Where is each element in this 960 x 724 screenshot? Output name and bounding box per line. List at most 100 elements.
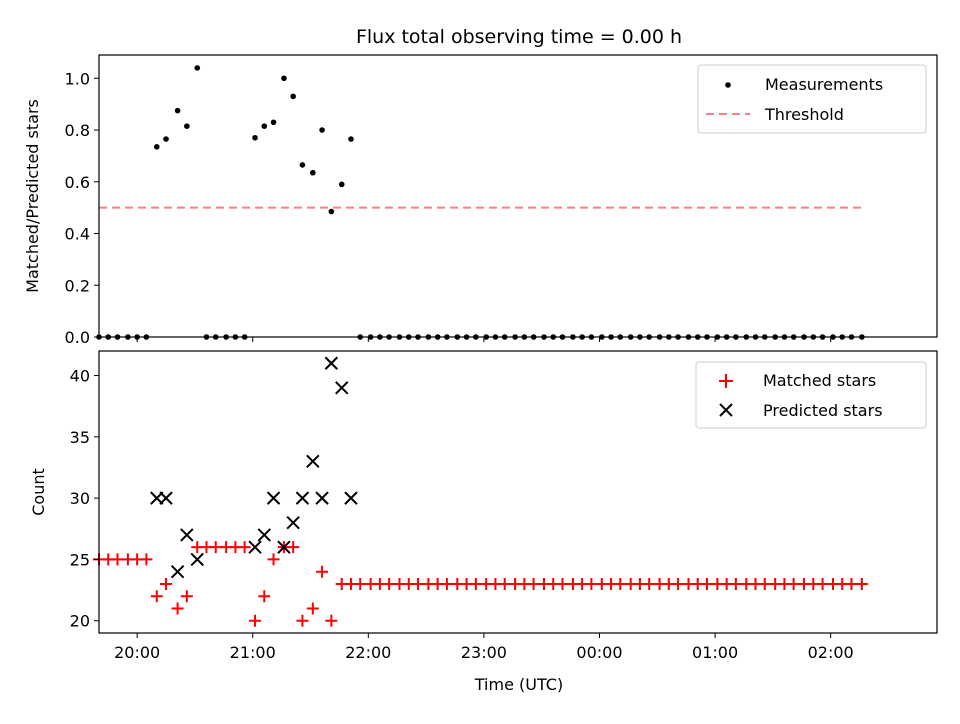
predicted-stars-point bbox=[180, 528, 194, 542]
legend-measurements-marker bbox=[725, 82, 731, 88]
matched-stars-point bbox=[249, 614, 262, 627]
legend-matched-marker bbox=[719, 374, 733, 388]
matched-stars-point bbox=[585, 577, 598, 590]
matched-stars-point bbox=[296, 614, 309, 627]
measurements-point bbox=[299, 162, 306, 168]
legend-threshold-label: Threshold bbox=[764, 105, 844, 124]
measurements-point bbox=[174, 107, 181, 114]
matched-stars-point bbox=[171, 602, 184, 615]
top-legend-frame bbox=[697, 64, 927, 134]
legend-matched-label: Matched stars bbox=[763, 371, 876, 390]
matched-stars-point bbox=[267, 553, 280, 566]
measurements-point bbox=[163, 136, 169, 142]
x-tick-label: 20:00 bbox=[114, 643, 160, 662]
matched-stars-point bbox=[527, 577, 540, 590]
matched-stars-point bbox=[287, 541, 300, 554]
predicted-stars-point bbox=[277, 540, 291, 554]
predicted-stars-point bbox=[306, 454, 320, 469]
measurements-point bbox=[290, 93, 296, 100]
chart-title: Flux total observing time = 0.00 h bbox=[356, 26, 682, 48]
predicted-stars-point bbox=[190, 552, 204, 567]
measurements-point bbox=[310, 169, 316, 176]
matched-stars-point bbox=[354, 577, 367, 590]
predicted-stars-point bbox=[266, 491, 281, 505]
x-tick-label: 01:00 bbox=[692, 643, 738, 662]
measurements-point bbox=[261, 123, 268, 129]
matched-stars-point bbox=[180, 590, 193, 603]
matched-stars-point bbox=[787, 577, 800, 590]
matched-stars-point bbox=[325, 614, 338, 627]
matched-stars-point bbox=[383, 577, 396, 590]
predicted-stars-point bbox=[248, 540, 262, 554]
top-y-tick-label: 0.0 bbox=[65, 328, 90, 347]
predicted-stars-point bbox=[344, 491, 358, 505]
x-tick-label: 22:00 bbox=[345, 643, 391, 662]
bottom-legend-frame bbox=[695, 361, 927, 429]
x-axis-label: Time (UTC) bbox=[474, 675, 563, 694]
top-y-axis: 0.0 0.2 0.4 0.6 0.8 1.0 bbox=[65, 69, 99, 347]
matched-stars-point bbox=[643, 577, 656, 590]
x-tick-label: 02:00 bbox=[808, 643, 854, 662]
measurements-point bbox=[281, 75, 287, 82]
measurements-point bbox=[270, 119, 277, 126]
legend-measurements-label: Measurements bbox=[765, 75, 883, 94]
top-y-tick-label: 0.4 bbox=[65, 225, 90, 244]
legend-predicted-marker bbox=[719, 403, 733, 417]
bottom-y-axis-label: Count bbox=[29, 468, 48, 516]
matched-stars-point bbox=[758, 577, 771, 590]
predicted-stars-point bbox=[335, 381, 349, 395]
matched-stars-point bbox=[672, 577, 685, 590]
bottom-y-tick-label: 35 bbox=[70, 428, 90, 447]
matched-stars-point bbox=[316, 565, 329, 578]
measurements-point bbox=[194, 65, 201, 71]
top-y-tick-label: 0.8 bbox=[65, 121, 90, 140]
matched-stars-point bbox=[440, 577, 453, 590]
matched-stars-point bbox=[729, 577, 742, 590]
top-x-ticks bbox=[136, 337, 832, 342]
bottom-x-axis: 20:00 21:00 22:00 23:00 00:00 01:00 02:00 bbox=[114, 633, 854, 662]
measurements-point bbox=[184, 123, 190, 129]
legend-predicted-label: Predicted stars bbox=[763, 401, 883, 420]
measurements-point bbox=[328, 208, 335, 215]
bottom-y-tick-label: 40 bbox=[70, 367, 90, 386]
matched-stars-point bbox=[556, 577, 569, 590]
top-y-tick-label: 1.0 bbox=[65, 69, 90, 88]
matched-stars-point bbox=[855, 577, 868, 590]
bottom-y-axis: 20 25 30 35 40 bbox=[70, 367, 99, 631]
matched-stars-point bbox=[238, 541, 251, 554]
measurements-point bbox=[252, 134, 258, 141]
matched-stars-point bbox=[150, 590, 163, 603]
matched-stars-point bbox=[209, 541, 222, 554]
matched-stars-point bbox=[614, 577, 627, 590]
predicted-stars-point bbox=[159, 491, 173, 505]
matched-stars-point bbox=[412, 577, 425, 590]
bottom-y-tick-label: 25 bbox=[70, 550, 90, 569]
bottom-plot-data bbox=[93, 356, 868, 627]
x-tick-label: 23:00 bbox=[461, 643, 507, 662]
matched-stars-point bbox=[160, 577, 173, 590]
predicted-stars-point bbox=[257, 528, 271, 542]
top-y-axis-label: Matched/Predicted stars bbox=[23, 99, 42, 293]
predicted-stars-point bbox=[315, 491, 329, 505]
bottom-y-tick-label: 30 bbox=[70, 489, 90, 508]
matched-stars-point bbox=[498, 577, 511, 590]
predicted-stars-point bbox=[286, 515, 300, 530]
matched-stars-point bbox=[700, 577, 713, 590]
measurements-point bbox=[338, 181, 345, 188]
x-tick-label: 00:00 bbox=[576, 643, 622, 662]
matched-stars-point bbox=[306, 602, 319, 615]
predicted-stars-point bbox=[324, 356, 339, 370]
measurements-point bbox=[319, 127, 325, 133]
matched-stars-point bbox=[140, 553, 153, 566]
top-y-tick-label: 0.6 bbox=[65, 173, 90, 192]
predicted-stars-point bbox=[170, 564, 185, 579]
matched-stars-point bbox=[111, 553, 124, 566]
measurements-point bbox=[153, 144, 160, 150]
matched-stars-point bbox=[258, 590, 271, 603]
x-tick-label: 21:00 bbox=[230, 643, 276, 662]
matched-stars-point bbox=[469, 577, 482, 590]
top-axes-frame bbox=[98, 54, 938, 338]
bottom-y-tick-label: 20 bbox=[70, 612, 90, 631]
measurements-point bbox=[348, 136, 354, 142]
